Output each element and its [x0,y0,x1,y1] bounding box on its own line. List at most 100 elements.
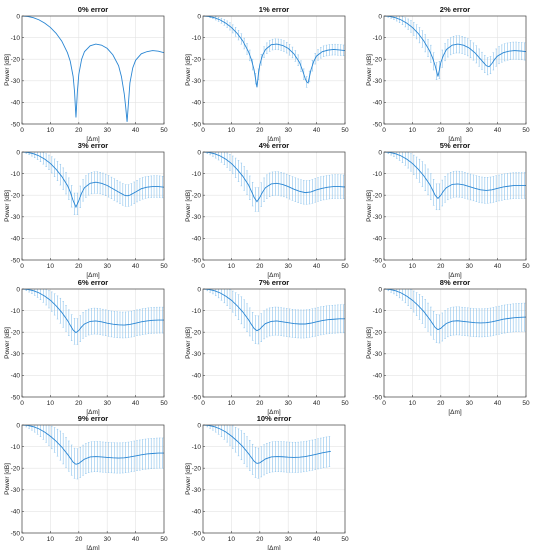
x-tick-label: 50 [160,263,168,270]
x-tick-label: 20 [256,127,264,134]
y-tick-label: 0 [378,286,382,293]
y-tick-label: -50 [192,394,202,401]
x-tick-label: 10 [228,263,236,270]
y-tick-label: -30 [192,487,202,494]
plot-area [22,289,164,345]
x-tick-label: 50 [160,400,168,407]
x-axis-label: [Δm] [267,272,281,279]
x-tick-label: 40 [132,127,140,134]
x-tick-label: 20 [75,400,83,407]
x-tick-label: 30 [466,127,474,134]
y-tick-label: -10 [11,171,21,178]
x-tick-label: 40 [494,127,502,134]
y-tick-label: -30 [373,78,383,85]
x-tick-label: 0 [382,263,386,270]
x-tick-label: 30 [104,263,112,270]
series-line [384,289,526,331]
subplot-title: 7% error [259,278,290,287]
subplot-title: 9% error [78,414,109,423]
y-tick-label: -30 [11,78,21,85]
subplot-title: 1% error [259,5,290,14]
x-tick-label: 40 [313,127,321,134]
x-tick-label: 30 [285,536,293,543]
subplot-title: 3% error [78,141,109,150]
x-tick-label: 0 [201,400,205,407]
y-tick-label: 0 [16,422,20,429]
x-axis-label: [Δm] [267,136,281,143]
y-tick-label: -50 [11,257,21,264]
y-tick-label: 0 [197,422,201,429]
axes-box [202,288,346,398]
y-tick-label: -30 [192,78,202,85]
x-tick-label: 10 [409,127,417,134]
subplot-title: 2% error [440,5,471,14]
y-tick-label: -40 [11,509,21,516]
series-line [384,152,526,200]
axes-box [21,15,165,125]
plot-area [203,152,345,212]
y-tick-label: -20 [192,330,202,337]
x-tick-label: 40 [132,536,140,543]
x-axis-label: [Δm] [448,272,462,279]
x-tick-label: 40 [494,400,502,407]
series-line [384,16,526,77]
y-tick-label: -20 [373,193,383,200]
y-tick-label: -40 [11,100,21,107]
y-tick-label: -20 [373,57,383,64]
plot-area [384,289,526,344]
x-axis-label: [Δm] [86,136,100,143]
series-line [203,152,345,203]
y-tick-label: -10 [11,35,21,42]
x-tick-label: 20 [437,127,445,134]
x-tick-label: 50 [160,127,168,134]
x-tick-label: 0 [382,127,386,134]
plot-area [203,425,331,479]
axes-box [202,15,346,125]
subplot-title: 10% error [257,414,292,423]
y-tick-label: 0 [197,13,201,20]
y-axis-label: Power [dB] [4,190,11,222]
x-tick-label: 30 [104,400,112,407]
x-tick-label: 50 [522,127,530,134]
series-line [22,16,164,122]
x-tick-label: 50 [160,536,168,543]
x-tick-label: 0 [20,127,24,134]
x-tick-label: 10 [228,536,236,543]
x-tick-label: 20 [75,536,83,543]
axes-box [202,151,346,261]
y-tick-label: 0 [16,286,20,293]
y-axis-label: Power [dB] [4,463,11,495]
y-tick-label: -50 [373,394,383,401]
subplot-2: 0 10 20 30 40 50 0 -10 -20 -30 -40 -50 2% error [Δm] P… [366,5,530,143]
y-tick-label: -30 [11,351,21,358]
y-tick-label: -10 [11,444,21,451]
y-tick-label: -20 [11,57,21,64]
subplot-title: 8% error [440,278,471,287]
series-line [203,289,345,332]
y-tick-label: -20 [192,466,202,473]
x-tick-label: 50 [341,536,349,543]
x-tick-label: 20 [437,263,445,270]
y-tick-label: -40 [373,100,383,107]
x-axis-label: [Δm] [448,409,462,416]
y-tick-label: -10 [192,171,202,178]
y-tick-label: -40 [192,236,202,243]
series-line [203,425,331,464]
x-axis-label: [Δm] [448,136,462,143]
y-tick-label: -10 [11,308,21,315]
y-tick-label: -10 [373,308,383,315]
axes-box [21,288,165,398]
y-tick-label: -40 [192,373,202,380]
plot-area [384,16,526,80]
y-tick-label: -40 [11,236,21,243]
y-tick-label: -20 [11,330,21,337]
plot-area [22,152,164,215]
y-tick-label: -40 [373,236,383,243]
axes-box [383,288,527,398]
subplot-8: 0 10 20 30 40 50 0 -10 -20 -30 -40 -50 8% error [Δm] P… [366,278,530,416]
x-tick-label: 30 [466,400,474,407]
subplot-title: 6% error [78,278,109,287]
x-tick-label: 0 [201,263,205,270]
y-tick-label: -40 [192,100,202,107]
subplot-0: 0 10 20 30 40 50 0 -10 -20 -30 -40 -50 0% error [Δm] P… [4,5,168,143]
